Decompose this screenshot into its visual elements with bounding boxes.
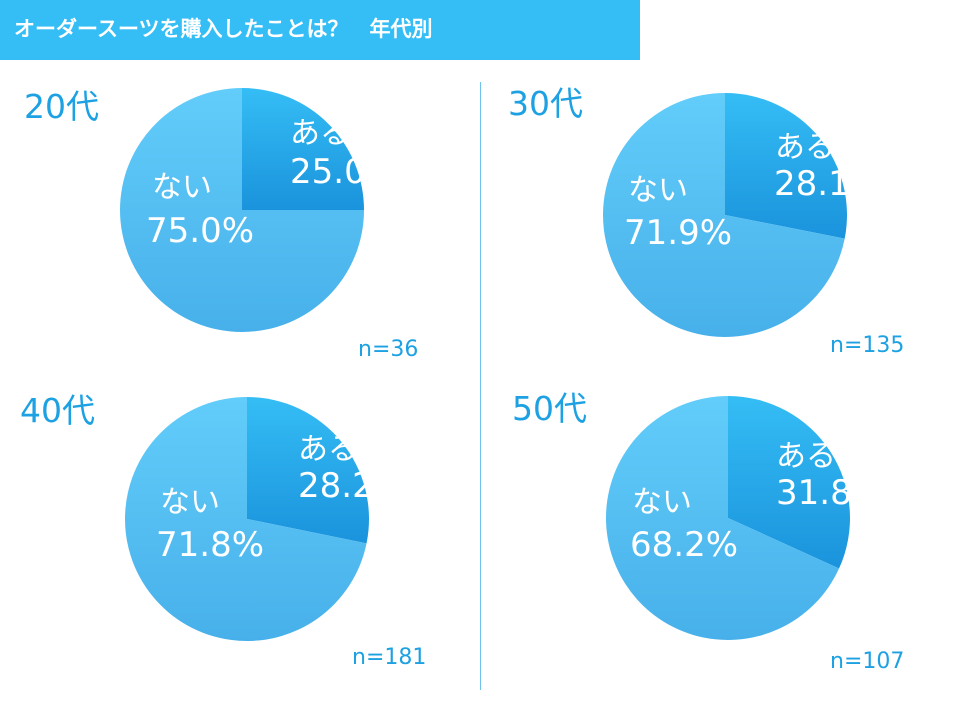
slice-value-yes: 31.8% bbox=[776, 473, 884, 513]
slice-label-no: ない bbox=[632, 485, 692, 520]
pie-slice-no bbox=[605, 396, 840, 640]
slice-label-no: ない bbox=[160, 485, 220, 520]
sample-size-label: n=135 bbox=[830, 333, 904, 358]
slice-label-yes: ある bbox=[298, 432, 358, 467]
slice-label-yes: ある bbox=[776, 439, 836, 474]
slice-value-no: 71.9% bbox=[624, 213, 732, 253]
slice-label-yes: ある bbox=[290, 116, 350, 151]
sample-size-label: n=181 bbox=[352, 645, 426, 670]
age-group-label: 40代 bbox=[20, 391, 95, 430]
pie-slice-yes bbox=[728, 396, 850, 569]
pie-slice-yes bbox=[247, 397, 369, 544]
pie-slice-yes bbox=[242, 88, 364, 210]
slice-value-no: 68.2% bbox=[630, 525, 738, 565]
age-group-label: 50代 bbox=[512, 389, 587, 428]
slice-label-no: ない bbox=[152, 170, 212, 205]
pie-slice-no bbox=[120, 88, 364, 332]
slice-value-yes: 28.1% bbox=[774, 164, 882, 204]
title-bar: オーダースーツを購入したことは？ 年代別 bbox=[0, 0, 640, 60]
slice-value-no: 75.0% bbox=[146, 211, 254, 251]
sample-size-label: n=107 bbox=[830, 649, 904, 674]
pie-slice-no bbox=[602, 92, 845, 337]
slice-value-yes: 25.0% bbox=[290, 152, 398, 192]
sample-size-label: n=36 bbox=[358, 337, 418, 362]
slice-value-no: 71.8% bbox=[156, 525, 264, 565]
vertical-divider bbox=[480, 82, 481, 690]
pie-slice-no bbox=[124, 396, 367, 642]
page-title: オーダースーツを購入したことは？ 年代別 bbox=[14, 17, 433, 41]
pie-slice-yes bbox=[725, 93, 847, 239]
age-group-label: 30代 bbox=[508, 84, 583, 123]
slice-label-no: ない bbox=[628, 173, 688, 208]
age-group-label: 20代 bbox=[24, 87, 99, 126]
slice-label-yes: ある bbox=[775, 130, 835, 165]
slice-value-yes: 28.2% bbox=[298, 466, 406, 506]
